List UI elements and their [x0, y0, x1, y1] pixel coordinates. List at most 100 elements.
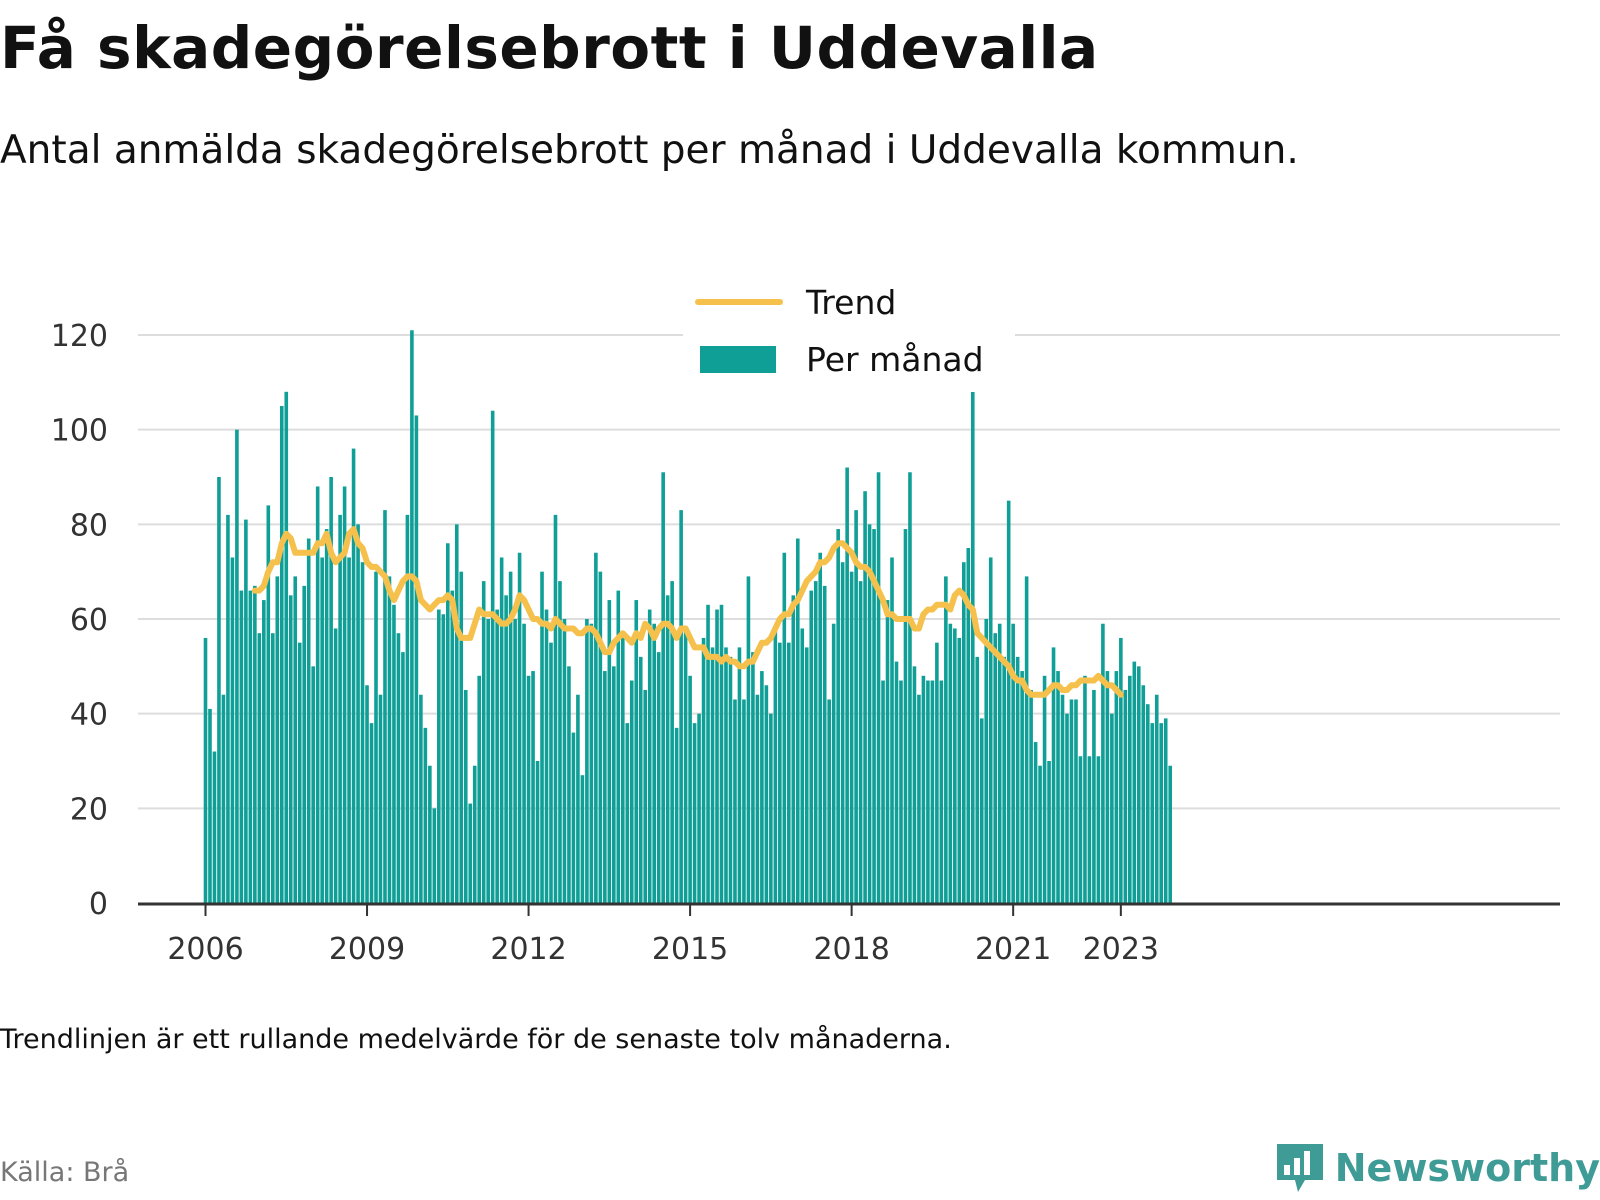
bar: [997, 623, 1002, 903]
y-tick-label: 20: [70, 792, 108, 827]
chart-subtitle: Antal anmälda skadegörelsebrott per måna…: [0, 128, 1299, 173]
bar: [356, 524, 360, 903]
bar: [369, 723, 374, 903]
bar: [612, 666, 616, 903]
bar: [580, 775, 585, 903]
bar: [710, 647, 715, 903]
chart-title: Få skadegörelsebrott i Uddevalla: [0, 14, 1099, 82]
x-tick-label: 2018: [813, 932, 889, 967]
bar: [1114, 671, 1119, 903]
bar: [279, 406, 284, 903]
bar: [724, 647, 728, 903]
bar: [917, 694, 921, 903]
bar: [589, 623, 594, 903]
bar-chart: 0 20 40 60 80 100 120 2006 2009 2012 2015 2018 2021 2…: [50, 283, 1560, 967]
bar: [544, 609, 549, 903]
bar: [616, 590, 621, 903]
bar: [822, 585, 827, 903]
bar: [1011, 623, 1015, 903]
bar: [441, 614, 446, 903]
y-tick-label: 60: [70, 603, 108, 638]
x-tick-label: 2012: [490, 932, 566, 967]
bar: [1087, 756, 1092, 903]
bar: [387, 576, 392, 903]
brand-logo[interactable]: Newsworthy: [1273, 1140, 1600, 1196]
bar: [872, 529, 876, 903]
bar: [360, 562, 365, 903]
bar: [899, 680, 903, 903]
bar: [383, 510, 387, 903]
bar: [818, 552, 823, 903]
bar: [481, 581, 486, 903]
bar: [656, 652, 661, 903]
bar: [526, 675, 531, 903]
trend-line: [251, 526, 1124, 698]
bar: [836, 529, 840, 903]
bar: [634, 600, 639, 903]
bar: [661, 472, 665, 903]
bar: [1154, 694, 1159, 903]
bar: [432, 808, 437, 903]
bar: [926, 680, 930, 903]
bar: [966, 548, 971, 903]
chart-note: Trendlinjen är ett rullande medelvärde f…: [0, 1024, 952, 1055]
bar: [746, 576, 751, 903]
bar: [311, 666, 315, 903]
bar: [715, 609, 719, 903]
bar: [401, 652, 405, 903]
bar: [208, 708, 212, 903]
bar: [594, 552, 598, 903]
bar: [257, 633, 262, 903]
bar: [647, 609, 652, 903]
bar: [930, 680, 935, 903]
bar: [405, 514, 410, 903]
bar: [1150, 723, 1155, 903]
bar: [1060, 694, 1065, 903]
bar: [1168, 765, 1173, 903]
bar: [562, 619, 567, 903]
bar: [944, 576, 948, 903]
bar: [1141, 685, 1146, 903]
bar: [445, 543, 450, 903]
bar: [755, 694, 760, 903]
bar: [230, 557, 235, 903]
bar: [288, 595, 293, 903]
bar: [297, 642, 302, 903]
bar: [428, 765, 432, 903]
bar: [670, 581, 674, 903]
bar: [692, 723, 697, 903]
bar: [1074, 699, 1078, 903]
bar: [863, 491, 867, 903]
bar: [908, 472, 912, 903]
bar: [845, 467, 849, 903]
bar: [1015, 656, 1020, 903]
legend-trend-label: Trend: [805, 283, 896, 322]
x-tick-label: 2021: [975, 932, 1051, 967]
bar: [1101, 623, 1105, 903]
bar: [414, 415, 419, 903]
bar: [935, 642, 939, 903]
bar: [221, 694, 226, 903]
bar: [1033, 742, 1038, 903]
bar: [728, 656, 733, 903]
bar: [706, 604, 710, 903]
legend-bar-swatch: [700, 346, 776, 373]
source-credit: Källa: Brå: [0, 1157, 130, 1188]
bar: [953, 628, 957, 903]
bar: [203, 637, 208, 903]
bar: [472, 765, 477, 903]
bar: [867, 524, 872, 903]
bar: [854, 510, 858, 903]
bar: [1029, 690, 1033, 903]
bar: [338, 514, 342, 903]
bar: [320, 557, 324, 903]
bar: [787, 642, 791, 903]
bar: [271, 633, 275, 903]
bar: [423, 727, 428, 903]
bar: [804, 647, 809, 903]
bar: [643, 690, 648, 903]
bar: [679, 510, 683, 903]
bar: [226, 514, 230, 903]
bar: [840, 562, 845, 903]
bar: [782, 552, 787, 903]
